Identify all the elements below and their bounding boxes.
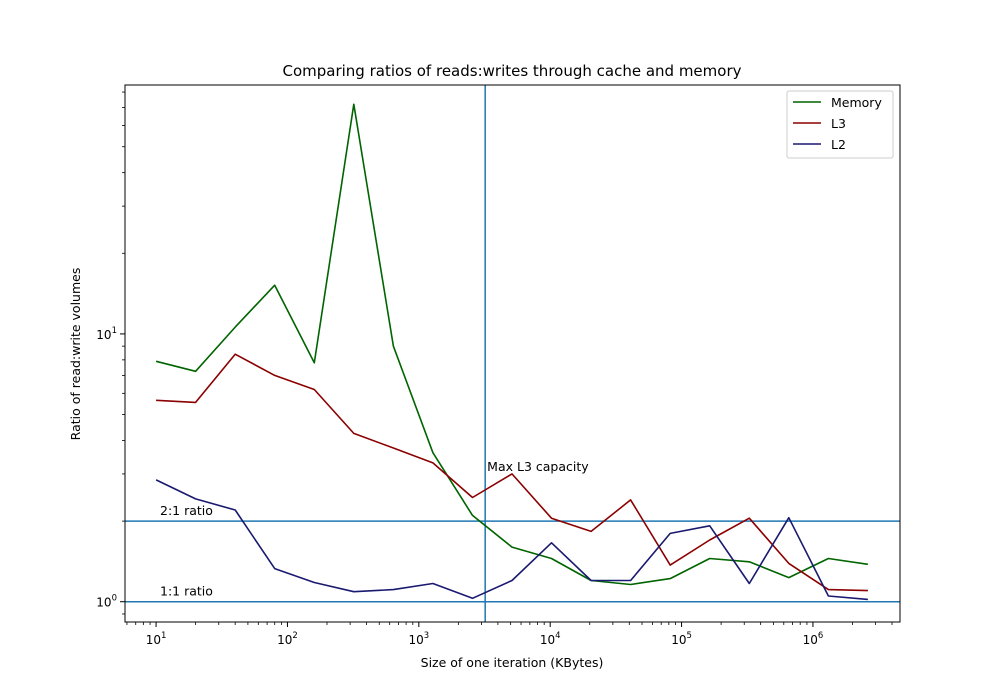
legend-box [786, 90, 894, 159]
ref-line-label: Max L3 capacity [487, 459, 589, 474]
legend-label: L2 [831, 137, 846, 152]
x-tick-label: 102 [277, 631, 298, 647]
legend-label: L3 [831, 116, 846, 131]
y-tick-label: 101 [96, 326, 117, 342]
x-tick-label: 103 [408, 631, 429, 647]
series-line-memory [155, 103, 869, 586]
x-tick-label: 105 [671, 631, 692, 647]
axes-frame [124, 84, 901, 623]
legend-label: Memory [831, 95, 882, 110]
ref-line-label: 2:1 ratio [160, 503, 213, 518]
chart-title: Comparing ratios of reads:writes through… [282, 62, 741, 80]
x-tick-label: 101 [146, 631, 167, 647]
x-tick-label: 104 [540, 631, 561, 647]
series-line-l2 [155, 479, 868, 601]
series-line-l3 [156, 353, 868, 592]
ref-line-label: 1:1 ratio [160, 584, 213, 599]
x-tick-label: 106 [803, 631, 824, 647]
x-axis-label: Size of one iteration (KBytes) [421, 655, 604, 670]
y-axis-label: Ratio of read:write volumes [68, 268, 83, 441]
y-tick-label: 100 [96, 594, 117, 610]
plot-area: 2:1 ratio 1:1 ratio Max L3 capacity 101 102 1… [96, 84, 901, 647]
